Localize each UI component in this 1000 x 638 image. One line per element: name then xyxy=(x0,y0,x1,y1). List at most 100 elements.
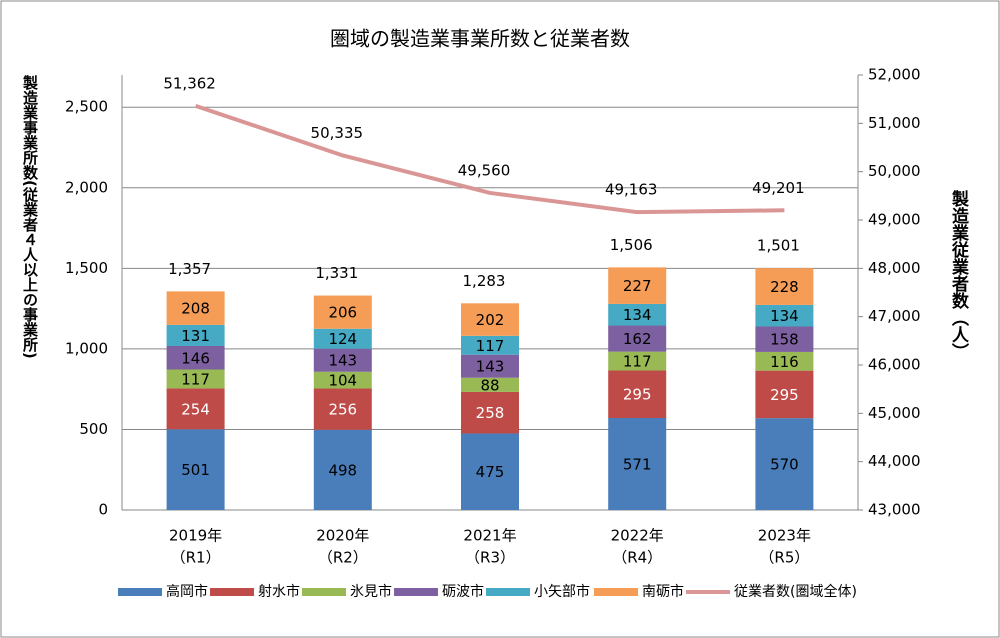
bar-value-label: 295 xyxy=(623,386,652,404)
total-label: 1,331 xyxy=(315,264,358,282)
bar-segment xyxy=(608,325,667,352)
bar-segment xyxy=(755,304,814,327)
bar-segment xyxy=(461,433,519,510)
bar-segment xyxy=(755,268,814,305)
x-tick-label: （R2） xyxy=(318,549,368,567)
bar-segment xyxy=(166,291,225,325)
bar-value-label: 131 xyxy=(181,327,210,345)
bar-value-label: 134 xyxy=(770,307,799,325)
y2-tick-label: 43,000 xyxy=(868,501,921,519)
y2-tick-label: 51,000 xyxy=(868,114,921,132)
legend-label: 氷見市 xyxy=(350,583,392,600)
bar-segment xyxy=(313,429,372,510)
bar-value-label: 117 xyxy=(623,353,652,371)
line-value-label: 51,362 xyxy=(163,74,216,92)
bar-segment xyxy=(166,345,225,370)
bar-value-label: 162 xyxy=(623,330,652,348)
bar-value-label: 143 xyxy=(328,352,357,370)
line-value-label: 49,560 xyxy=(458,161,511,179)
bar-segment xyxy=(461,303,519,336)
bar-value-label: 158 xyxy=(770,331,799,349)
bar-segment xyxy=(608,267,667,304)
bar-value-label: 228 xyxy=(770,278,799,296)
legend-label: 射水市 xyxy=(258,583,300,600)
total-label: 1,506 xyxy=(610,236,653,254)
bar-value-label: 146 xyxy=(181,349,210,367)
bar-segment xyxy=(755,351,814,371)
y-tick-label: 0 xyxy=(98,501,108,519)
legend-label: 従業者数(圏域全体) xyxy=(734,583,857,600)
legend-label: 小矢部市 xyxy=(534,583,590,600)
y2-tick-label: 48,000 xyxy=(868,259,921,277)
bar-value-label: 254 xyxy=(181,400,210,418)
x-tick-label: 2021年 xyxy=(463,527,516,545)
bar-value-label: 258 xyxy=(476,404,505,422)
x-tick-label: （R3） xyxy=(465,549,515,567)
y-tick-label: 2,000 xyxy=(65,178,108,196)
legend-label: 高岡市 xyxy=(166,583,208,600)
bar-value-label: 227 xyxy=(623,277,652,295)
bar-segment xyxy=(313,388,372,430)
line-value-label: 49,163 xyxy=(605,181,658,199)
bar-value-label: 202 xyxy=(476,311,505,329)
line-value-label: 50,335 xyxy=(311,124,364,142)
bar-value-label: 117 xyxy=(181,370,210,388)
x-tick-label: （R1） xyxy=(171,549,221,567)
legend-swatch xyxy=(486,588,530,596)
bar-segment xyxy=(313,371,372,389)
legend-label: 南砺市 xyxy=(642,583,684,600)
bar-segment xyxy=(755,370,814,419)
bar-segment xyxy=(313,295,372,329)
bar-value-label: 134 xyxy=(623,306,652,324)
x-tick-label: 2019年 xyxy=(169,527,222,545)
y2-axis-label: 製造業従業者数（人） xyxy=(948,189,970,360)
bar-value-label: 104 xyxy=(328,372,357,390)
x-tick-label: 2020年 xyxy=(316,527,369,545)
bar-value-label: 206 xyxy=(328,304,357,322)
bar-value-label: 116 xyxy=(770,353,799,371)
total-label: 1,357 xyxy=(168,260,211,278)
y-tick-label: 1,000 xyxy=(65,339,108,357)
bar-segment xyxy=(313,328,372,349)
bar-segment xyxy=(166,388,225,430)
bar-segment xyxy=(461,391,519,434)
legend-swatch xyxy=(394,588,438,596)
y2-tick-label: 46,000 xyxy=(868,356,921,374)
bar-value-label: 256 xyxy=(328,401,357,419)
total-label: 1,283 xyxy=(463,272,506,290)
bar-segment xyxy=(461,354,519,378)
y2-tick-label: 50,000 xyxy=(868,162,921,180)
line-value-label: 49,201 xyxy=(752,179,805,197)
bar-segment xyxy=(608,418,667,510)
bar-value-label: 117 xyxy=(476,337,505,355)
bar-value-label: 124 xyxy=(328,330,357,348)
x-tick-label: 2022年 xyxy=(611,527,664,545)
legend-swatch xyxy=(118,588,162,596)
x-tick-label: （R5） xyxy=(759,549,809,567)
bar-segment xyxy=(461,335,519,355)
bar-segment xyxy=(166,429,225,510)
y2-tick-label: 49,000 xyxy=(868,211,921,229)
bar-segment xyxy=(166,324,225,346)
bar-value-label: 208 xyxy=(181,300,210,318)
bar-segment xyxy=(755,418,814,510)
bar-value-label: 498 xyxy=(328,461,357,479)
bar-value-label: 88 xyxy=(480,376,499,394)
bar-segment xyxy=(755,326,814,352)
bar-value-label: 143 xyxy=(476,358,505,376)
total-label: 1,501 xyxy=(757,237,800,255)
bar-segment xyxy=(608,370,667,419)
y2-tick-label: 47,000 xyxy=(868,307,921,325)
bar-segment xyxy=(608,303,667,326)
legend-swatch xyxy=(302,588,346,596)
legend-swatch xyxy=(210,588,254,596)
x-tick-label: 2023年 xyxy=(758,527,811,545)
x-tick-label: （R4） xyxy=(612,549,662,567)
bar-segment xyxy=(166,369,225,389)
y-tick-label: 500 xyxy=(79,420,108,438)
chart-title: 圏域の製造業事業所数と従業者数 xyxy=(330,27,630,51)
y2-tick-label: 45,000 xyxy=(868,404,921,422)
bar-segment xyxy=(461,377,519,392)
y2-tick-label: 44,000 xyxy=(868,452,921,470)
